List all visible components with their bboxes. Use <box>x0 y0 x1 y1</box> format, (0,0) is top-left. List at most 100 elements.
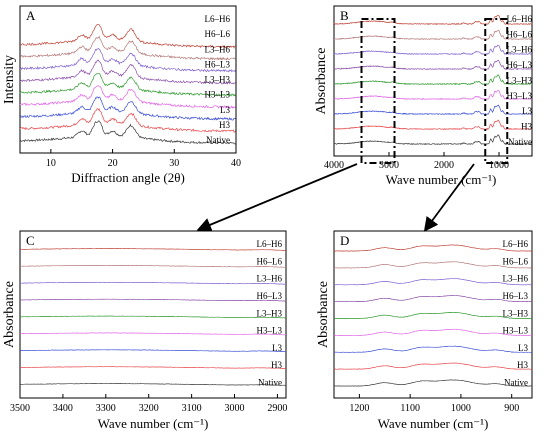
panel-b-series-label: L3–H3 <box>507 75 533 85</box>
panel-c-line-L3 <box>19 349 286 353</box>
panel-b-xlabel: Wave number (cm⁻¹) <box>386 172 497 187</box>
xrd-line-H6–L3 <box>19 59 236 85</box>
panel-d-series-label: L3 <box>518 343 528 353</box>
panel-a-series-label: Native <box>206 135 230 145</box>
ftir-b-line-L3–H6 <box>333 44 533 55</box>
panel-d-line-L3–H3 <box>333 311 533 319</box>
panel-b-series-label: L6–H6 <box>507 14 533 24</box>
panel-b-series-label: Native <box>508 137 532 147</box>
panel-b-frame <box>333 5 533 157</box>
panel-b-series-label: H6–L6 <box>507 29 533 39</box>
panel-c-xlabel: Wave number (cm⁻¹) <box>98 416 209 431</box>
xrd-line-L6–H6 <box>19 23 236 49</box>
panel-d-series-label: L6–H6 <box>503 239 529 249</box>
panel-d-line-H3 <box>334 362 532 370</box>
panel-b-tick-label: 1000 <box>489 160 509 171</box>
panel-d-tick-label: 1100 <box>400 403 420 414</box>
panel-d-series-label: L3–H3 <box>503 308 529 318</box>
panel-c-tick-label: 3400 <box>53 403 73 414</box>
panel-c-letter: C <box>26 233 35 248</box>
ftir-b-line-L3–H3 <box>333 74 533 86</box>
panel-a-frame <box>19 5 237 154</box>
panel-c-series-label: H6–L3 <box>257 291 283 301</box>
panel-b: L6–H6 H6–L6 L3–H6 H6–L3 L3–H3 H3–L3 L3 H3 Native… <box>314 5 533 187</box>
panel-d: L6–H6 H6–L6 L3–H6 H6–L3 L3–H3 H3–L3 L3 H3 Native… <box>316 230 533 431</box>
panel-a-series-label: L3 <box>220 105 230 115</box>
ftir-b-line-H6–L3 <box>333 59 533 71</box>
panel-c-series-label: H3–L3 <box>257 326 283 336</box>
xrd-line-H3 <box>19 108 236 133</box>
panel-c-tick-label: 3500 <box>10 403 30 414</box>
panel-c-line-Native <box>20 383 287 386</box>
panel-c-series-label: H6–L6 <box>257 256 283 266</box>
ftir-b-line-Native <box>333 134 533 145</box>
ftir-b-line-L3 <box>333 104 533 116</box>
panel-d-series-label: H6–L3 <box>503 291 529 301</box>
panel-d-line-Native <box>334 379 532 387</box>
panel-d-series-label: H6–L6 <box>503 256 529 266</box>
panel-c-tick-label: 3200 <box>139 403 159 414</box>
panel-a-series-label: L6–H6 <box>205 14 231 24</box>
panel-b-series-label: L3–H6 <box>507 45 533 55</box>
panel-d-series-label: L3–H6 <box>503 274 529 284</box>
panel-d-line-L3 <box>334 345 533 353</box>
connector-arrows <box>196 163 475 232</box>
panel-c-frame <box>19 230 287 399</box>
ftir-b-line-H6–L6 <box>333 29 533 40</box>
arrow-to-d <box>423 163 475 232</box>
panel-c-line-H3 <box>19 366 287 369</box>
panel-c-series-label: L3–H6 <box>257 274 283 284</box>
xrd-line-L3–H3 <box>19 73 236 97</box>
panel-b-highlight-box <box>484 18 509 164</box>
panel-b-ylabel: Absorbance <box>314 48 329 115</box>
panel-b-series-label: L3 <box>522 106 532 116</box>
panel-a-series-label: L3–H6 <box>205 44 231 54</box>
panel-c-line-H3–L3 <box>19 332 287 336</box>
xrd-line-H3–L3 <box>19 85 236 109</box>
ftir-b-line-H3 <box>333 119 533 131</box>
panel-c-line-H6–L6 <box>20 264 286 268</box>
panel-c-ylabel: Absorbance <box>2 281 17 348</box>
panel-a-series-label: H6–L3 <box>205 59 231 69</box>
panel-b-series-label: H3–L3 <box>507 91 533 101</box>
panel-d-ylabel: Absorbance <box>316 281 331 348</box>
panel-c-series-label: L3 <box>272 343 282 353</box>
panel-d-tick-label: 900 <box>504 403 519 414</box>
panel-a-xlabel: Diffraction angle (2θ) <box>71 170 185 185</box>
ftir-b-line-L6–H6 <box>333 14 533 26</box>
panel-d-line-H6–L3 <box>333 295 533 303</box>
panel-a-tick-label: 20 <box>108 158 118 169</box>
panel-c-tick-label: 2900 <box>267 403 287 414</box>
panel-c-tick-label: 3300 <box>96 403 116 414</box>
panel-c-line-L3–H6 <box>20 281 287 285</box>
panel-a-series-label: H3–L3 <box>205 90 231 100</box>
panel-a-series-label: H6–L6 <box>205 29 231 39</box>
panel-d-line-L3–H6 <box>333 278 533 286</box>
panel-c: L6–H6 H6–L6 L3–H6 H6–L3 L3–H3 H3–L3 L3 H3 Native… <box>2 230 287 431</box>
panel-d-series-label: H3–L3 <box>503 326 529 336</box>
xrd-line-L3 <box>20 96 236 121</box>
panel-c-line-L6–H6 <box>19 248 287 251</box>
ftir-b-line-H3–L3 <box>333 90 533 100</box>
xrd-line-H6–L6 <box>19 35 236 61</box>
panel-d-line-H3–L3 <box>333 328 532 336</box>
panel-d-tick-label: 1000 <box>451 403 471 414</box>
panel-b-series-label: H6–L3 <box>507 60 533 70</box>
panel-c-tick-label: 3100 <box>182 403 202 414</box>
panel-a-tick-label: 10 <box>46 158 56 169</box>
panel-d-letter: D <box>340 233 349 248</box>
panel-b-tick-label: 2000 <box>434 160 454 171</box>
panel-c-line-H6–L3 <box>19 298 287 302</box>
panel-a-tick-label: 40 <box>231 158 241 169</box>
panel-d-xlabel: Wave number (cm⁻¹) <box>378 416 489 431</box>
panel-d-series-label: Native <box>504 378 528 388</box>
panel-a-tick-label: 30 <box>169 158 179 169</box>
panel-a: L6–H6 H6–L6 L3–H6 H6–L3 L3–H3 H3–L3 L3 H3 Native… <box>2 5 241 185</box>
panel-c-series-label: H3 <box>271 360 282 370</box>
panel-b-tick-label: 3000 <box>379 160 399 171</box>
panel-a-letter: A <box>26 8 36 23</box>
panel-c-tick-label: 3000 <box>225 403 245 414</box>
panel-a-ylabel: Intensity <box>2 55 17 104</box>
panel-d-tick-label: 1200 <box>349 403 369 414</box>
